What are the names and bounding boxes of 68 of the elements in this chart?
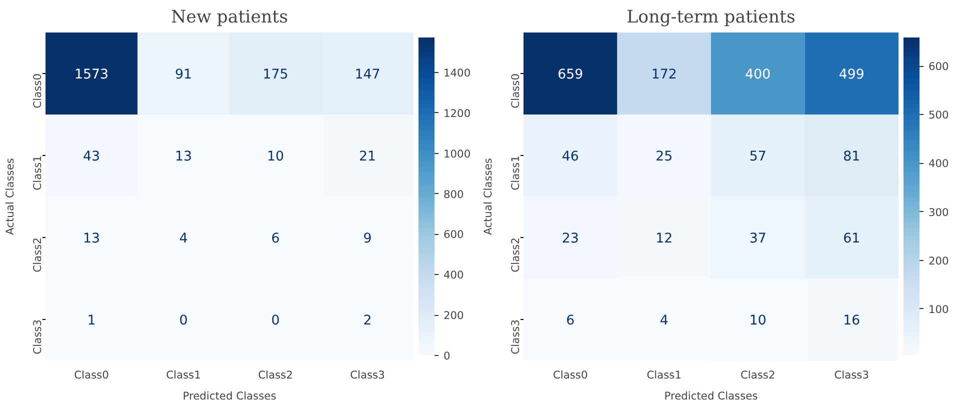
x-axis-title: Predicted Classes <box>182 390 277 402</box>
x-tick-label: Class2 <box>258 368 293 382</box>
x-tick-label: Class0 <box>74 368 110 382</box>
x-axis-title: Predicted Classes <box>664 390 758 402</box>
color-bar-label: 300 <box>928 206 950 219</box>
y-axis-title: Actual Classes <box>4 158 16 235</box>
color-bar-label: 400 <box>928 157 950 170</box>
data-label: 61 <box>843 232 860 246</box>
color-bar-label: 400 <box>444 268 464 282</box>
data-label: 1573 <box>74 68 108 82</box>
color-bar-label: 200 <box>928 254 950 268</box>
data-label: 400 <box>745 68 771 82</box>
y-tick-label: Class1 <box>31 155 44 190</box>
chart-title: Long-term patients <box>626 8 796 28</box>
data-label: 1 <box>87 314 96 328</box>
data-label: 6 <box>566 314 575 328</box>
y-tick-label: Class3 <box>31 319 44 354</box>
data-label: 10 <box>267 150 284 164</box>
data-label: 175 <box>262 68 288 82</box>
color-bar-label: 1400 <box>444 66 471 80</box>
data-label: 9 <box>363 232 372 246</box>
color-bar-label: 200 <box>444 309 464 322</box>
x-tick-label: Class1 <box>646 368 682 382</box>
color-bar-label: 1000 <box>444 147 471 160</box>
y-tick-label: Class1 <box>509 155 522 190</box>
data-label: 10 <box>749 314 766 328</box>
data-label: 21 <box>359 150 376 164</box>
color-bar-label: 1200 <box>444 106 471 120</box>
y-axis-title: Actual Classes <box>482 158 494 235</box>
data-label: 659 <box>558 68 584 82</box>
color-bar-label: 100 <box>928 302 950 316</box>
data-label: 37 <box>749 232 766 246</box>
x-tick-label: Class3 <box>834 368 870 382</box>
x-tick-label: Class3 <box>350 368 385 382</box>
y-tick-label: Class2 <box>31 237 44 272</box>
color-bar-label: 500 <box>928 108 950 122</box>
y-tick-label: Class0 <box>509 73 522 108</box>
data-label: 91 <box>175 68 192 82</box>
data-label: 147 <box>354 68 380 82</box>
x-tick-label: Class2 <box>740 368 776 382</box>
data-label: 4 <box>179 232 188 246</box>
color-bar-label: 0 <box>444 350 450 362</box>
x-tick-label: Class0 <box>552 368 588 382</box>
y-tick-label: Class0 <box>31 73 44 108</box>
data-label: 0 <box>271 314 280 328</box>
data-label: 4 <box>660 314 668 328</box>
color-bar-label: 800 <box>444 188 464 201</box>
color-bar-label: 600 <box>444 228 464 242</box>
chart-title: New patients <box>171 8 288 28</box>
data-label: 23 <box>562 232 579 246</box>
data-label: 13 <box>175 150 192 164</box>
data-label: 46 <box>562 150 579 164</box>
x-tick-label: Class1 <box>166 368 201 382</box>
data-label: 57 <box>749 150 766 164</box>
data-label: 6 <box>271 232 280 246</box>
data-label: 13 <box>83 232 100 246</box>
data-label: 2 <box>363 314 372 328</box>
data-label: 0 <box>179 314 188 328</box>
data-label: 43 <box>83 150 100 164</box>
y-tick-label: Class3 <box>509 319 522 354</box>
data-label: 499 <box>838 68 864 82</box>
data-label: 25 <box>656 150 673 164</box>
data-label: 16 <box>843 314 860 328</box>
data-label: 12 <box>656 232 673 246</box>
y-tick-label: Class2 <box>509 237 522 272</box>
data-label: 81 <box>843 150 860 164</box>
color-bar-label: 600 <box>928 60 950 74</box>
data-label: 172 <box>651 68 677 82</box>
